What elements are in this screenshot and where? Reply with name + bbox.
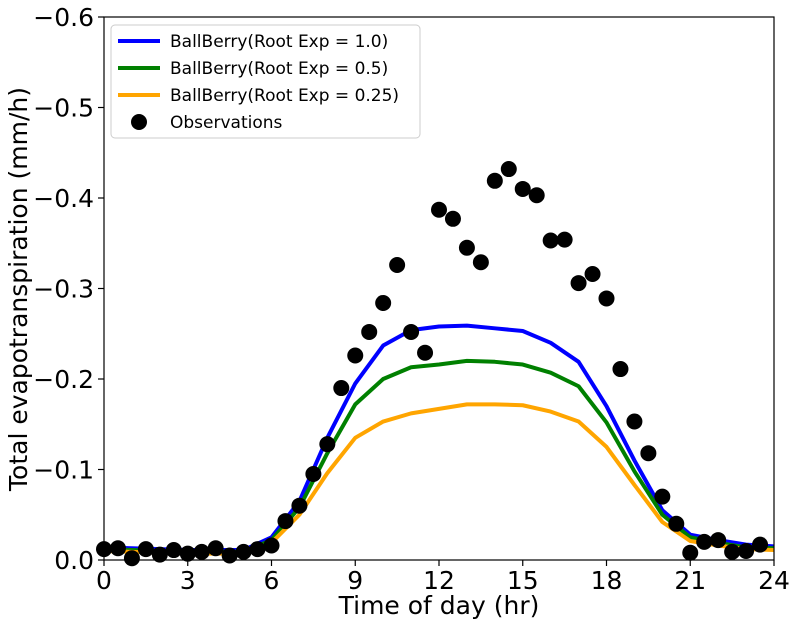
y-tick-label: −0.3 bbox=[33, 275, 94, 304]
observation-point bbox=[472, 254, 489, 271]
observation-point bbox=[556, 231, 573, 248]
observation-point bbox=[305, 466, 322, 483]
observation-point bbox=[137, 541, 154, 558]
observation-point bbox=[500, 161, 517, 178]
legend-item: BallBerry(Root Exp = 0.25) bbox=[118, 86, 399, 106]
legend-marker bbox=[131, 114, 147, 130]
observation-point bbox=[361, 323, 378, 340]
observation-point bbox=[682, 544, 699, 561]
x-tick-label: 3 bbox=[180, 566, 196, 595]
observation-point bbox=[696, 533, 713, 550]
observation-point bbox=[486, 172, 503, 189]
observation-point bbox=[752, 536, 769, 553]
observation-point bbox=[207, 540, 224, 557]
x-tick-label: 9 bbox=[347, 566, 363, 595]
x-tick-label: 18 bbox=[591, 566, 623, 595]
observation-point bbox=[444, 210, 461, 227]
legend-label: BallBerry(Root Exp = 1.0) bbox=[170, 32, 388, 52]
observation-point bbox=[277, 513, 294, 530]
legend-label: BallBerry(Root Exp = 0.25) bbox=[170, 86, 399, 106]
y-tick-label: 0.0 bbox=[54, 546, 94, 575]
x-tick-label: 15 bbox=[507, 566, 539, 595]
observation-point bbox=[431, 201, 447, 218]
observation-point bbox=[291, 497, 308, 514]
x-tick-label: 0 bbox=[96, 566, 112, 595]
legend-box bbox=[110, 24, 421, 139]
observation-point bbox=[109, 540, 126, 557]
observation-point bbox=[249, 541, 266, 558]
y-tick-label: −0.2 bbox=[33, 365, 94, 394]
observation-point bbox=[319, 436, 336, 453]
observation-point bbox=[542, 232, 559, 249]
observation-point bbox=[263, 537, 280, 554]
observation-point bbox=[738, 542, 755, 559]
legend: BallBerry(Root Exp = 1.0) BallBerry(Root … bbox=[110, 24, 421, 139]
observation-point bbox=[417, 344, 434, 361]
x-tick-label: 12 bbox=[423, 566, 455, 595]
observation-point bbox=[165, 542, 182, 559]
y-tick-label: −0.4 bbox=[33, 184, 94, 213]
x-tick-label: 6 bbox=[264, 566, 280, 595]
observation-point bbox=[179, 545, 196, 562]
legend-label: Observations bbox=[170, 113, 283, 133]
x-tick-label: 21 bbox=[674, 566, 706, 595]
observation-point bbox=[403, 323, 420, 340]
observation-point bbox=[193, 543, 210, 560]
y-tick-label: −0.1 bbox=[33, 456, 94, 485]
observation-point bbox=[724, 543, 741, 560]
observation-point bbox=[347, 347, 364, 364]
observation-points bbox=[96, 161, 769, 567]
observation-point bbox=[710, 532, 727, 549]
y-axis-label: Total evapotranspiration (mm/h) bbox=[4, 87, 33, 492]
observation-point bbox=[640, 445, 657, 462]
legend-item: Observations bbox=[131, 113, 283, 133]
observation-point bbox=[375, 294, 392, 311]
observation-point bbox=[570, 275, 587, 292]
observation-point bbox=[598, 290, 615, 307]
observation-point bbox=[626, 413, 643, 430]
observation-point bbox=[123, 550, 140, 567]
observation-point bbox=[668, 515, 685, 532]
x-tick-label: 24 bbox=[758, 566, 790, 595]
y-tick-label: −0.5 bbox=[33, 94, 94, 123]
observation-point bbox=[654, 488, 671, 505]
y-tick-label: −0.6 bbox=[33, 3, 94, 32]
observation-point bbox=[612, 361, 629, 378]
legend-item: BallBerry(Root Exp = 0.5) bbox=[118, 59, 388, 79]
legend-label: BallBerry(Root Exp = 0.5) bbox=[170, 59, 388, 79]
observation-point bbox=[389, 256, 406, 273]
observation-point bbox=[528, 187, 545, 204]
observation-point bbox=[514, 180, 531, 197]
observation-point bbox=[235, 543, 252, 560]
observation-point bbox=[333, 380, 350, 397]
legend-item: BallBerry(Root Exp = 1.0) bbox=[118, 32, 388, 52]
x-axis-label: Time of day (hr) bbox=[338, 591, 540, 620]
observation-point bbox=[584, 266, 601, 283]
observation-point bbox=[151, 546, 168, 563]
axis-ticks: 0 3 6 9 12 15 18 21 24 0.0 −0.1 −0.2 −0.3 −0.4 −0.5 −0.… bbox=[33, 3, 790, 595]
observation-point bbox=[221, 547, 238, 564]
observation-point bbox=[458, 239, 475, 256]
